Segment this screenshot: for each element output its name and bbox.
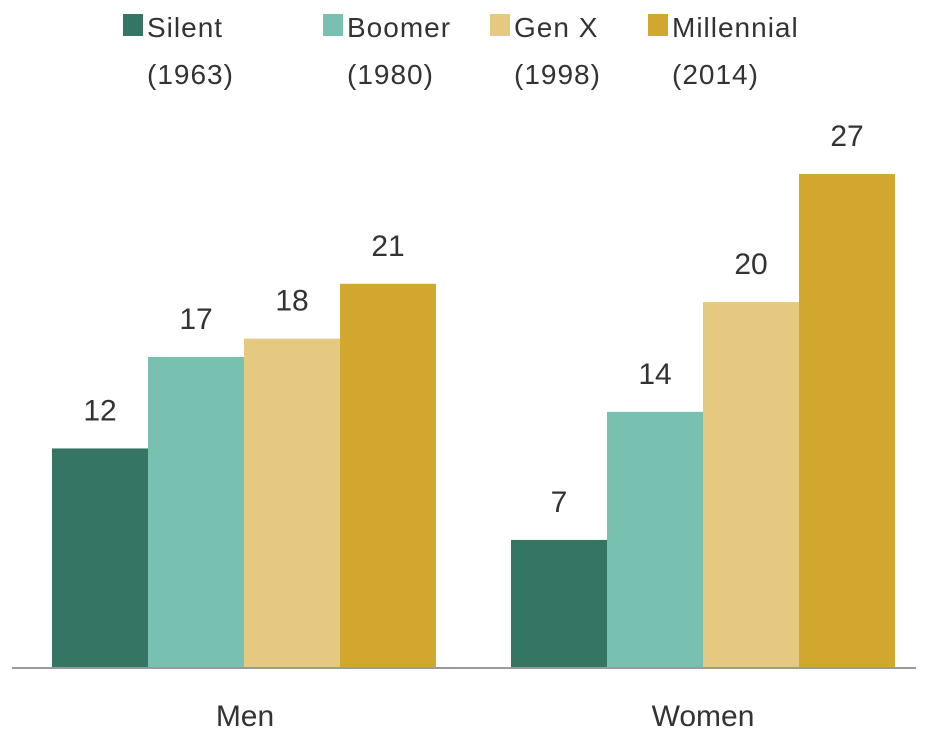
data-label-men-millennial: 21 — [371, 230, 404, 263]
data-label-men-gen-x: 18 — [275, 285, 308, 318]
bar-women-boomer — [607, 411, 703, 668]
category-label-men: Men — [216, 700, 274, 731]
legend-swatch-boomer — [323, 14, 343, 36]
bar-women-gen-x — [703, 302, 799, 668]
legend: Silent (1963) Boomer (1980) Gen X (1998) Mille… — [123, 12, 799, 90]
category-labels-group: Men Women — [216, 700, 755, 733]
category-label-women: Women — [652, 700, 755, 731]
legend-swatch-millennial — [648, 14, 668, 36]
data-label-women-millennial: 27 — [830, 120, 863, 153]
data-label-women-gen-x: 20 — [734, 248, 767, 281]
bar-men-millennial — [340, 283, 436, 668]
data-label-men-boomer: 17 — [179, 303, 212, 336]
legend-swatch-silent — [123, 14, 143, 36]
legend-sublabel-gen-x: (1998) — [514, 59, 601, 90]
data-label-women-boomer: 14 — [638, 358, 671, 391]
legend-label-millennial: Millennial — [672, 12, 799, 43]
bar-women-millennial — [799, 174, 895, 668]
legend-label-silent: Silent — [147, 12, 223, 43]
bar-men-silent — [52, 448, 148, 668]
data-label-men-silent: 12 — [83, 394, 116, 427]
legend-swatch-gen-x — [490, 14, 510, 36]
legend-label-gen-x: Gen X — [514, 12, 598, 43]
bar-women-silent — [511, 539, 607, 668]
legend-sublabel-boomer: (1980) — [347, 59, 434, 90]
data-label-women-silent: 7 — [551, 486, 568, 519]
legend-sublabel-millennial: (2014) — [672, 59, 759, 90]
data-labels-group: 12 17 18 21 7 14 20 27 — [83, 120, 863, 519]
bars-group — [52, 174, 895, 668]
legend-sublabel-silent: (1963) — [147, 59, 234, 90]
bar-men-boomer — [148, 356, 244, 668]
bar-men-gen-x — [244, 338, 340, 668]
legend-label-boomer: Boomer — [347, 12, 451, 43]
